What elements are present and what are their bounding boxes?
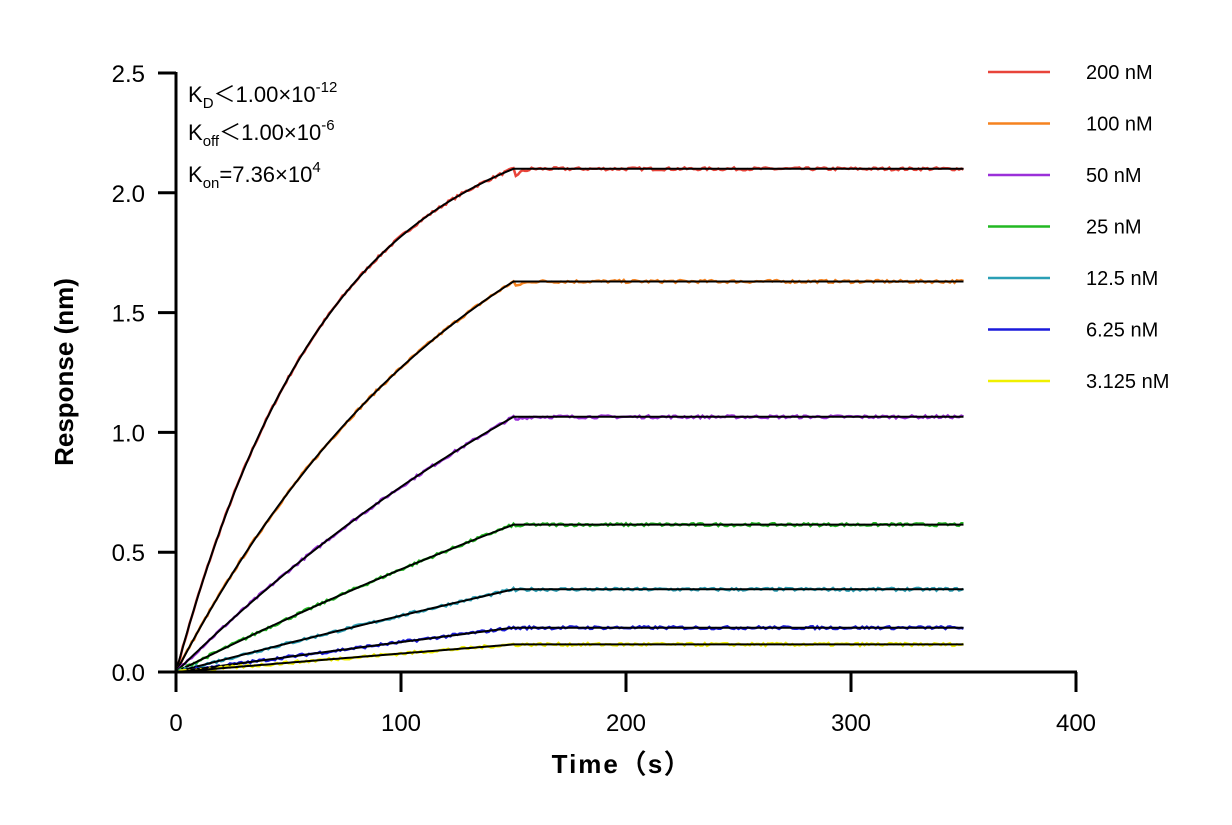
y-axis-title: Response (nm) bbox=[49, 278, 79, 466]
fit-line-25-nM bbox=[175, 523, 964, 673]
legend-label: 50 nM bbox=[1086, 165, 1142, 187]
svg-text:Koff＜1.00×10-6: Koff＜1.00×10-6 bbox=[188, 117, 335, 150]
x-axis-title: Time（s） bbox=[552, 749, 693, 779]
series-line-6.25-nM bbox=[175, 624, 964, 674]
x-tick-label: 0 bbox=[169, 710, 182, 737]
legend-label: 6.25 nM bbox=[1086, 320, 1158, 342]
legend-label: 25 nM bbox=[1086, 217, 1142, 239]
fit-line-3.125-nM bbox=[175, 643, 964, 673]
y-tick-label: 0.0 bbox=[112, 660, 145, 687]
series-line-50-nM bbox=[175, 413, 964, 673]
legend-label: 100 nM bbox=[1086, 114, 1153, 136]
y-tick-label: 2.5 bbox=[112, 61, 145, 88]
kon-annotation: Kon=7.36×104 bbox=[188, 159, 321, 192]
curves bbox=[174, 165, 965, 674]
x-tick-label: 300 bbox=[831, 710, 871, 737]
series-line-12.5-nM bbox=[175, 586, 964, 674]
legend-label: 200 nM bbox=[1086, 62, 1153, 84]
y-tick-label: 1.0 bbox=[112, 420, 145, 447]
legend: 200 nM 100 nM 50 nM 25 nM 12.5 nM 6.25 nM 3.12… bbox=[988, 62, 1169, 393]
x-tick-label: 400 bbox=[1056, 710, 1096, 737]
series-line-100-nM bbox=[174, 278, 964, 673]
fit-line-200-nM bbox=[175, 167, 964, 673]
svg-text:KD＜1.00×10-12: KD＜1.00×10-12 bbox=[188, 79, 337, 112]
series-line-200-nM bbox=[174, 165, 965, 673]
fit-line-100-nM bbox=[175, 280, 964, 673]
y-tick-label: 0.5 bbox=[112, 540, 145, 567]
legend-label: 12.5 nM bbox=[1086, 268, 1158, 290]
x-tick-label: 200 bbox=[606, 710, 646, 737]
x-tick-label: 100 bbox=[381, 710, 421, 737]
legend-label: 3.125 nM bbox=[1086, 371, 1169, 393]
fit-line-6.25-nM bbox=[175, 626, 964, 673]
y-tick-label: 1.5 bbox=[112, 301, 145, 328]
fit-line-50-nM bbox=[175, 415, 964, 673]
ticks: 0 100 200 300 400 0.0 0.5 1.0 1.5 2.0 2.5 bbox=[112, 61, 1096, 737]
y-tick-label: 2.0 bbox=[112, 181, 145, 208]
fit-line-12.5-nM bbox=[175, 588, 964, 673]
series-line-25-nM bbox=[175, 521, 964, 674]
svg-text:Kon=7.36×104: Kon=7.36×104 bbox=[188, 159, 321, 192]
koff-annotation: Koff＜1.00×10-6 bbox=[188, 117, 335, 150]
kd-annotation: KD＜1.00×10-12 bbox=[188, 79, 337, 112]
